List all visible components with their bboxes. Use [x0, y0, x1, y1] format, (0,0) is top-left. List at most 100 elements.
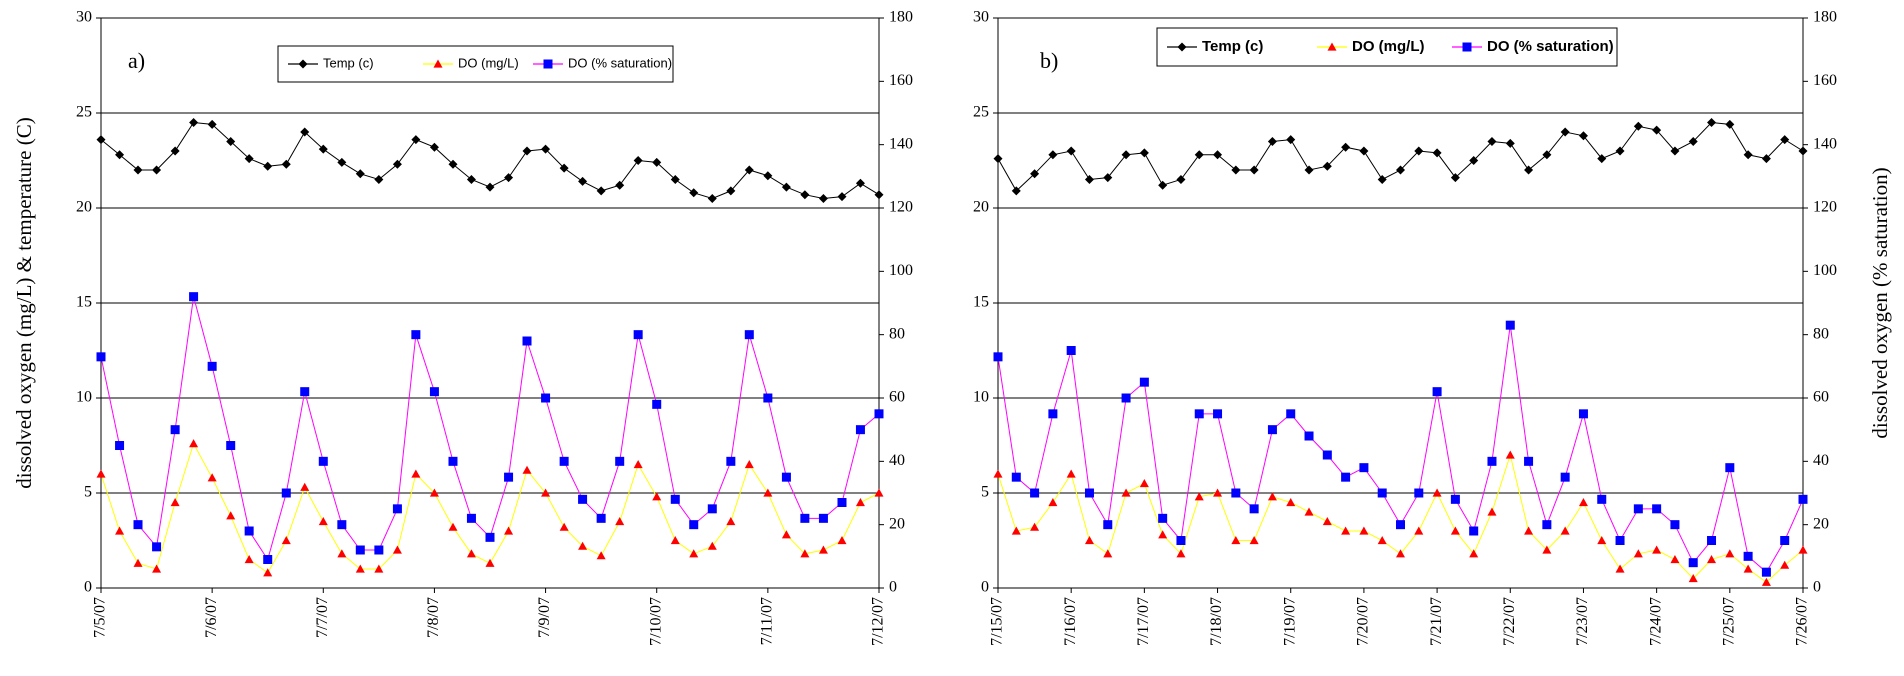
- marker: [1030, 169, 1040, 179]
- marker: [1286, 409, 1296, 419]
- marker: [1450, 494, 1460, 504]
- marker: [170, 498, 180, 507]
- marker: [300, 387, 310, 397]
- marker: [633, 330, 643, 340]
- x-tick-label: 7/25/07: [1720, 597, 1737, 646]
- marker: [522, 465, 532, 474]
- marker: [1542, 520, 1552, 530]
- marker: [1267, 137, 1277, 146]
- panel-label: a): [128, 48, 145, 73]
- marker: [189, 118, 199, 127]
- y2-tick-label: 20: [1813, 515, 1829, 532]
- marker: [1761, 577, 1771, 586]
- marker: [1652, 545, 1662, 554]
- y2-tick-label: 20: [889, 515, 905, 532]
- marker: [263, 568, 273, 577]
- marker: [1121, 393, 1131, 403]
- marker: [541, 144, 551, 154]
- marker: [1103, 173, 1113, 183]
- marker: [1524, 456, 1534, 466]
- marker: [1542, 150, 1552, 160]
- marker: [1377, 175, 1387, 184]
- marker: [1725, 549, 1735, 558]
- marker: [1176, 536, 1186, 545]
- marker: [855, 498, 865, 507]
- x-tick-label: 7/21/07: [1428, 597, 1445, 646]
- marker: [392, 159, 402, 169]
- marker: [1725, 463, 1735, 473]
- y-tick-label: 5: [84, 484, 92, 501]
- marker: [1633, 549, 1643, 558]
- marker: [1327, 42, 1337, 51]
- marker: [1176, 549, 1186, 558]
- marker: [1432, 387, 1442, 397]
- marker: [1194, 409, 1204, 419]
- marker: [1469, 549, 1479, 558]
- marker: [318, 144, 328, 154]
- marker: [318, 517, 328, 526]
- marker: [615, 456, 625, 466]
- marker: [1267, 425, 1277, 435]
- marker: [152, 165, 162, 175]
- marker: [1249, 165, 1259, 175]
- marker: [855, 425, 865, 435]
- y2-tick-label: 100: [889, 262, 913, 279]
- marker: [1304, 431, 1314, 441]
- marker: [429, 488, 439, 497]
- marker: [1048, 150, 1058, 160]
- marker: [466, 513, 476, 523]
- marker: [1084, 175, 1094, 184]
- marker: [707, 194, 717, 203]
- marker: [800, 190, 810, 200]
- marker: [1597, 494, 1607, 504]
- legend: Temp (c) DO (mg/L) DO (% saturation): [1156, 27, 1618, 67]
- marker: [1231, 488, 1241, 498]
- marker: [726, 517, 736, 526]
- marker: [1560, 472, 1570, 482]
- marker: [874, 190, 884, 200]
- marker: [504, 472, 514, 482]
- marker: [652, 157, 662, 167]
- y-tick-label: 25: [76, 104, 92, 121]
- marker: [1066, 146, 1076, 156]
- marker: [559, 522, 569, 531]
- marker: [1414, 146, 1424, 156]
- y-axis-label: dissolved oxygen (mg/L) & temperature (C…: [12, 117, 36, 489]
- marker: [707, 504, 717, 514]
- y-tick-label: 10: [973, 389, 989, 406]
- marker: [818, 545, 828, 554]
- marker: [411, 330, 421, 340]
- marker: [226, 441, 236, 450]
- y-tick-label: 10: [76, 389, 92, 406]
- marker: [1396, 520, 1405, 530]
- marker: [578, 176, 588, 186]
- marker: [115, 526, 125, 535]
- marker: [800, 513, 810, 523]
- marker: [1707, 536, 1717, 545]
- marker: [466, 549, 476, 558]
- marker: [207, 473, 217, 482]
- marker: [818, 194, 828, 203]
- x-tick-label: 7/18/07: [1208, 597, 1225, 646]
- marker: [744, 330, 754, 340]
- marker: [837, 536, 847, 545]
- marker: [485, 558, 495, 567]
- marker: [1377, 536, 1387, 545]
- marker: [615, 517, 625, 526]
- marker: [1725, 119, 1735, 129]
- marker: [1267, 492, 1277, 501]
- marker: [744, 165, 754, 175]
- marker: [1670, 146, 1680, 156]
- marker: [1761, 154, 1771, 164]
- marker: [1359, 526, 1369, 535]
- y-tick-label: 20: [973, 199, 989, 216]
- y-tick-label: 15: [973, 294, 989, 311]
- marker: [485, 532, 495, 542]
- marker: [374, 564, 384, 573]
- marker: [300, 482, 310, 491]
- x-tick-label: 7/23/07: [1574, 597, 1591, 646]
- marker: [1139, 479, 1149, 488]
- marker: [300, 127, 310, 137]
- marker: [1469, 156, 1479, 165]
